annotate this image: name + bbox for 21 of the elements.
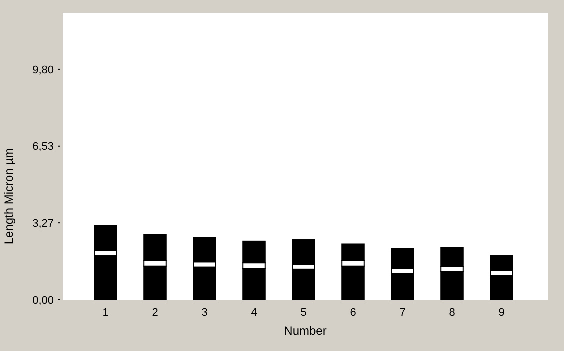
bar bbox=[193, 266, 216, 300]
x-tick-label: 4 bbox=[251, 307, 258, 319]
x-axis-title: Number bbox=[284, 324, 327, 338]
bar bbox=[94, 256, 118, 300]
x-tick-label: 9 bbox=[498, 307, 505, 319]
y-tick-label: 9,80 bbox=[32, 64, 54, 76]
bar bbox=[391, 273, 414, 300]
y-tick-label: 3,27 bbox=[32, 218, 54, 230]
x-tick-label: 2 bbox=[152, 307, 158, 319]
x-tick-label: 7 bbox=[400, 307, 406, 319]
x-tick-label: 8 bbox=[449, 307, 456, 319]
x-tick-label: 6 bbox=[350, 307, 356, 319]
x-tick-label: 1 bbox=[102, 307, 109, 319]
bar bbox=[490, 276, 514, 300]
x-tick-label: 5 bbox=[300, 307, 307, 319]
bar bbox=[292, 268, 316, 300]
y-axis-title: Length Micron µm bbox=[2, 148, 16, 245]
y-tick-label: 0,00 bbox=[32, 294, 54, 307]
y-tick-label: 6,53 bbox=[32, 141, 54, 154]
x-tick-label: 3 bbox=[202, 307, 208, 319]
bar bbox=[440, 271, 464, 300]
